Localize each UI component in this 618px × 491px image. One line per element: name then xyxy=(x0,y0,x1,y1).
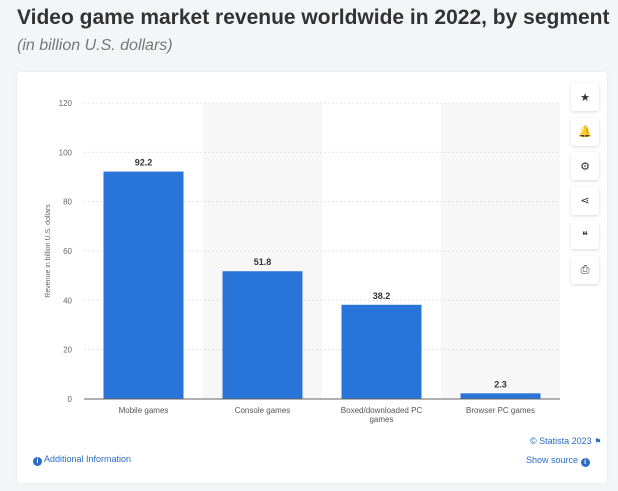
copyright-link[interactable]: © Statista 2023 ⚑ xyxy=(530,436,601,446)
show-source-text: Show source xyxy=(526,455,579,465)
data-label: 2.3 xyxy=(494,379,507,389)
gear-icon: ⚙ xyxy=(580,160,590,173)
data-label: 38.2 xyxy=(373,291,391,301)
star-icon: ★ xyxy=(580,91,590,104)
print-button[interactable]: ⎙ xyxy=(571,256,599,284)
x-tick-label: games xyxy=(369,415,393,424)
data-label: 92.2 xyxy=(135,158,153,168)
copyright-text: © Statista 2023 xyxy=(530,436,592,446)
share-button[interactable]: ⋖ xyxy=(571,186,599,215)
x-tick-label: Console games xyxy=(235,406,291,415)
x-tick-label: Browser PC games xyxy=(466,406,535,415)
quote-icon: ❝ xyxy=(582,229,588,242)
y-tick-label: 40 xyxy=(63,296,72,305)
info-icon: i xyxy=(580,458,590,467)
bell-button[interactable]: 🔔 xyxy=(571,117,599,146)
page-title: Video game market revenue worldwide in 2… xyxy=(17,6,610,29)
additional-information-link[interactable]: i Additional Information xyxy=(33,454,131,466)
share-icon: ⋖ xyxy=(580,195,590,208)
y-tick-label: 100 xyxy=(59,148,73,157)
y-axis-label: Revenue in billion U.S. dollars xyxy=(45,204,52,298)
x-tick-label: Boxed/downloaded PC xyxy=(341,406,423,415)
show-source-link[interactable]: Show source i xyxy=(526,455,590,467)
page-subtitle: (in billion U.S. dollars) xyxy=(17,37,173,54)
star-button[interactable]: ★ xyxy=(571,83,599,111)
info-icon: i xyxy=(33,457,42,466)
y-tick-label: 20 xyxy=(63,346,72,355)
bar xyxy=(341,304,422,399)
print-icon: ⎙ xyxy=(580,263,590,276)
data-label: 51.8 xyxy=(254,257,272,267)
y-tick-label: 0 xyxy=(68,395,73,404)
gear-button[interactable]: ⚙ xyxy=(571,152,599,181)
bell-icon: 🔔 xyxy=(578,126,592,139)
y-tick-label: 120 xyxy=(59,99,73,108)
bar xyxy=(460,393,541,399)
y-tick-label: 60 xyxy=(63,247,72,256)
bar xyxy=(103,171,184,399)
y-tick-label: 80 xyxy=(63,198,72,207)
additional-information-text: Additional Information xyxy=(44,454,132,464)
x-tick-label: Mobile games xyxy=(119,406,169,415)
bar xyxy=(222,271,303,399)
quote-button[interactable]: ❝ xyxy=(571,221,599,250)
flag-icon: ⚑ xyxy=(594,437,602,446)
